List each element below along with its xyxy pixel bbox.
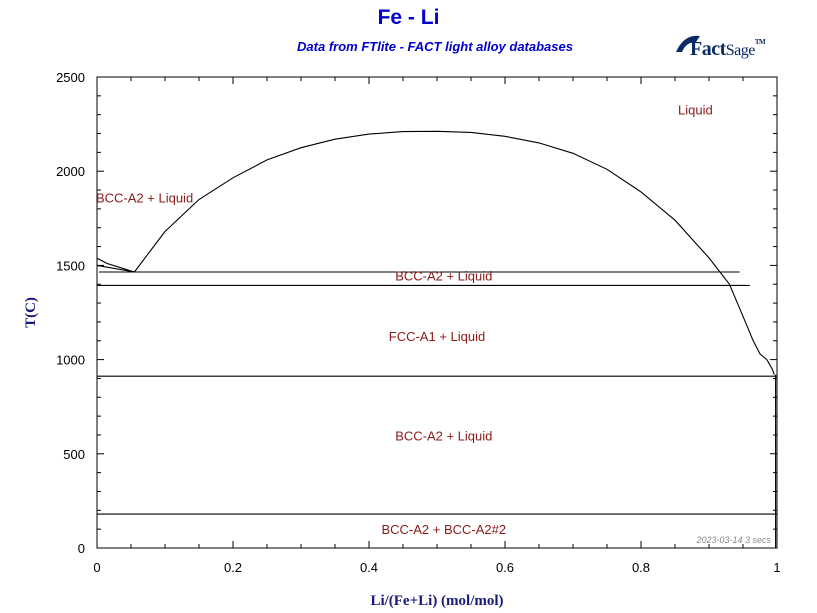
chart-subtitle: Data from FTlite - FACT light alloy data… [297,39,573,54]
factsage-logo: FactSageTM [690,38,766,61]
x-tick-label: 0.4 [360,560,378,575]
y-tick-label: 0 [78,541,85,556]
y-tick-label: 500 [63,447,85,462]
phase-label: BCC-A2 + Liquid [395,268,492,283]
y-tick-label: 2000 [56,164,85,179]
phase-label: BCC-A2 + BCC-A2#2 [381,522,506,537]
logo-fact: Fact [690,38,726,60]
x-tick-label: 0 [93,560,100,575]
logo-swoosh-icon [676,35,700,52]
y-tick-label: 1000 [56,353,85,368]
y-axis-label: T(C) [23,297,39,328]
phase-boundary-2 [96,264,135,273]
y-tick-label: 1500 [56,258,85,273]
x-tick-label: 0.6 [496,560,514,575]
x-tick-label: 0.2 [224,560,242,575]
chart-title: Fe - Li [377,6,440,29]
logo-sage: Sage [725,42,756,59]
y-tick-label: 2500 [56,70,85,85]
phase-label: FCC-A1 + Liquid [389,329,485,344]
logo-tm: TM [754,38,766,46]
x-tick-label: 0.8 [632,560,650,575]
timestamp-footer: 2023-03-14 3 secs [695,535,771,545]
x-tick-label: 1 [773,560,780,575]
phase-label: BCC-A2 + Liquid [395,429,492,444]
phase-label: Liquid [678,103,713,118]
phase-boundary-1 [96,257,135,273]
x-axis-label: Li/(Fe+Li) (mol/mol) [370,593,503,609]
phase-label: BCC-A2 + Liquid [96,190,193,205]
plot-frame [96,76,778,549]
phase-boundary-0 [133,130,775,375]
